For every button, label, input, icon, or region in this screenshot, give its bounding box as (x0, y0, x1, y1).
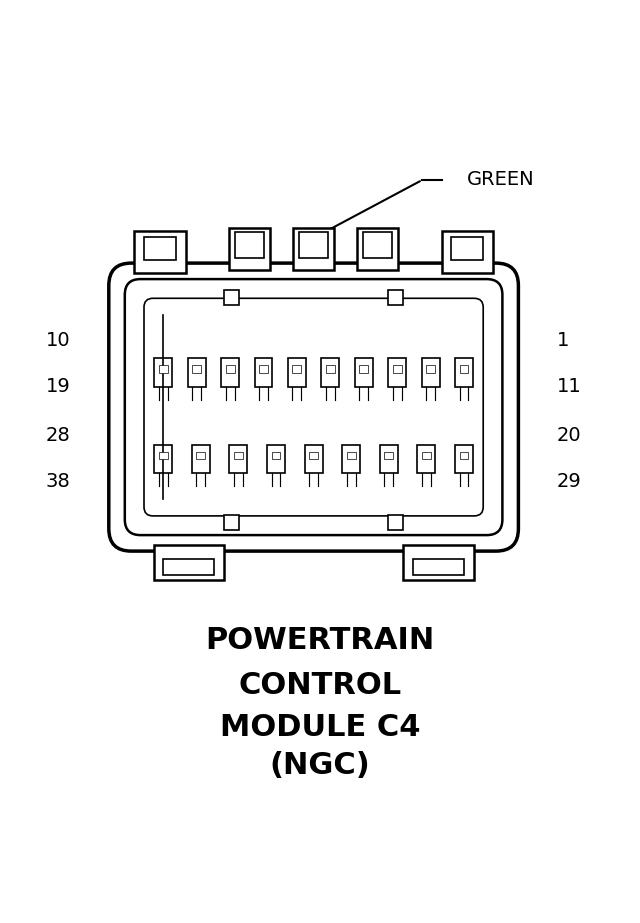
Bar (355, 358, 372, 387)
Bar (460, 366, 468, 373)
Bar (225, 366, 234, 373)
Bar (230, 445, 248, 473)
Text: 20: 20 (557, 426, 581, 446)
Bar (451, 237, 483, 260)
Bar (154, 445, 172, 473)
Bar (229, 228, 271, 270)
Bar (388, 515, 403, 530)
Bar (380, 445, 398, 473)
Bar (196, 451, 205, 459)
Bar (192, 366, 201, 373)
Text: 1: 1 (557, 331, 569, 351)
Bar (309, 451, 318, 459)
Bar (305, 445, 323, 473)
Bar (460, 451, 468, 459)
Bar (154, 358, 172, 387)
Text: GREEN: GREEN (467, 171, 535, 189)
Bar (388, 358, 406, 387)
Bar (417, 445, 435, 473)
Bar (388, 290, 403, 306)
Bar (442, 231, 493, 272)
Bar (385, 451, 394, 459)
Text: 10: 10 (46, 331, 70, 351)
Bar (134, 231, 186, 272)
Text: (NGC): (NGC) (269, 751, 371, 780)
Bar (288, 358, 306, 387)
Bar (347, 451, 356, 459)
Bar (221, 358, 239, 387)
Bar (292, 366, 301, 373)
Bar (267, 445, 285, 473)
Bar (426, 366, 435, 373)
Bar (144, 237, 176, 260)
Bar (326, 366, 335, 373)
Bar (192, 445, 210, 473)
Bar (154, 545, 224, 580)
Bar (224, 290, 239, 306)
FancyBboxPatch shape (125, 279, 502, 535)
Bar (342, 445, 360, 473)
Bar (413, 558, 464, 575)
Bar (188, 358, 205, 387)
Text: 11: 11 (557, 378, 582, 397)
Bar (393, 366, 402, 373)
Bar (255, 358, 273, 387)
Text: 19: 19 (45, 378, 70, 397)
Bar (321, 358, 339, 387)
Bar (455, 358, 473, 387)
Bar (259, 366, 268, 373)
Bar (163, 558, 214, 575)
Bar (159, 366, 168, 373)
Text: POWERTRAIN: POWERTRAIN (205, 626, 435, 655)
FancyBboxPatch shape (109, 263, 518, 551)
Text: CONTROL: CONTROL (239, 671, 401, 700)
Bar (455, 445, 473, 473)
Bar (422, 358, 440, 387)
Bar (159, 451, 168, 459)
Bar (403, 545, 474, 580)
Bar (359, 366, 368, 373)
Text: MODULE C4: MODULE C4 (220, 713, 420, 741)
Bar (234, 451, 243, 459)
Bar (364, 233, 392, 258)
Bar (271, 451, 280, 459)
Bar (300, 233, 328, 258)
Bar (293, 228, 334, 270)
Bar (357, 228, 398, 270)
Bar (236, 233, 264, 258)
Text: 28: 28 (45, 426, 70, 446)
Bar (224, 515, 239, 530)
FancyBboxPatch shape (144, 298, 483, 516)
Bar (422, 451, 431, 459)
Text: 29: 29 (557, 473, 582, 491)
Text: 38: 38 (45, 473, 70, 491)
